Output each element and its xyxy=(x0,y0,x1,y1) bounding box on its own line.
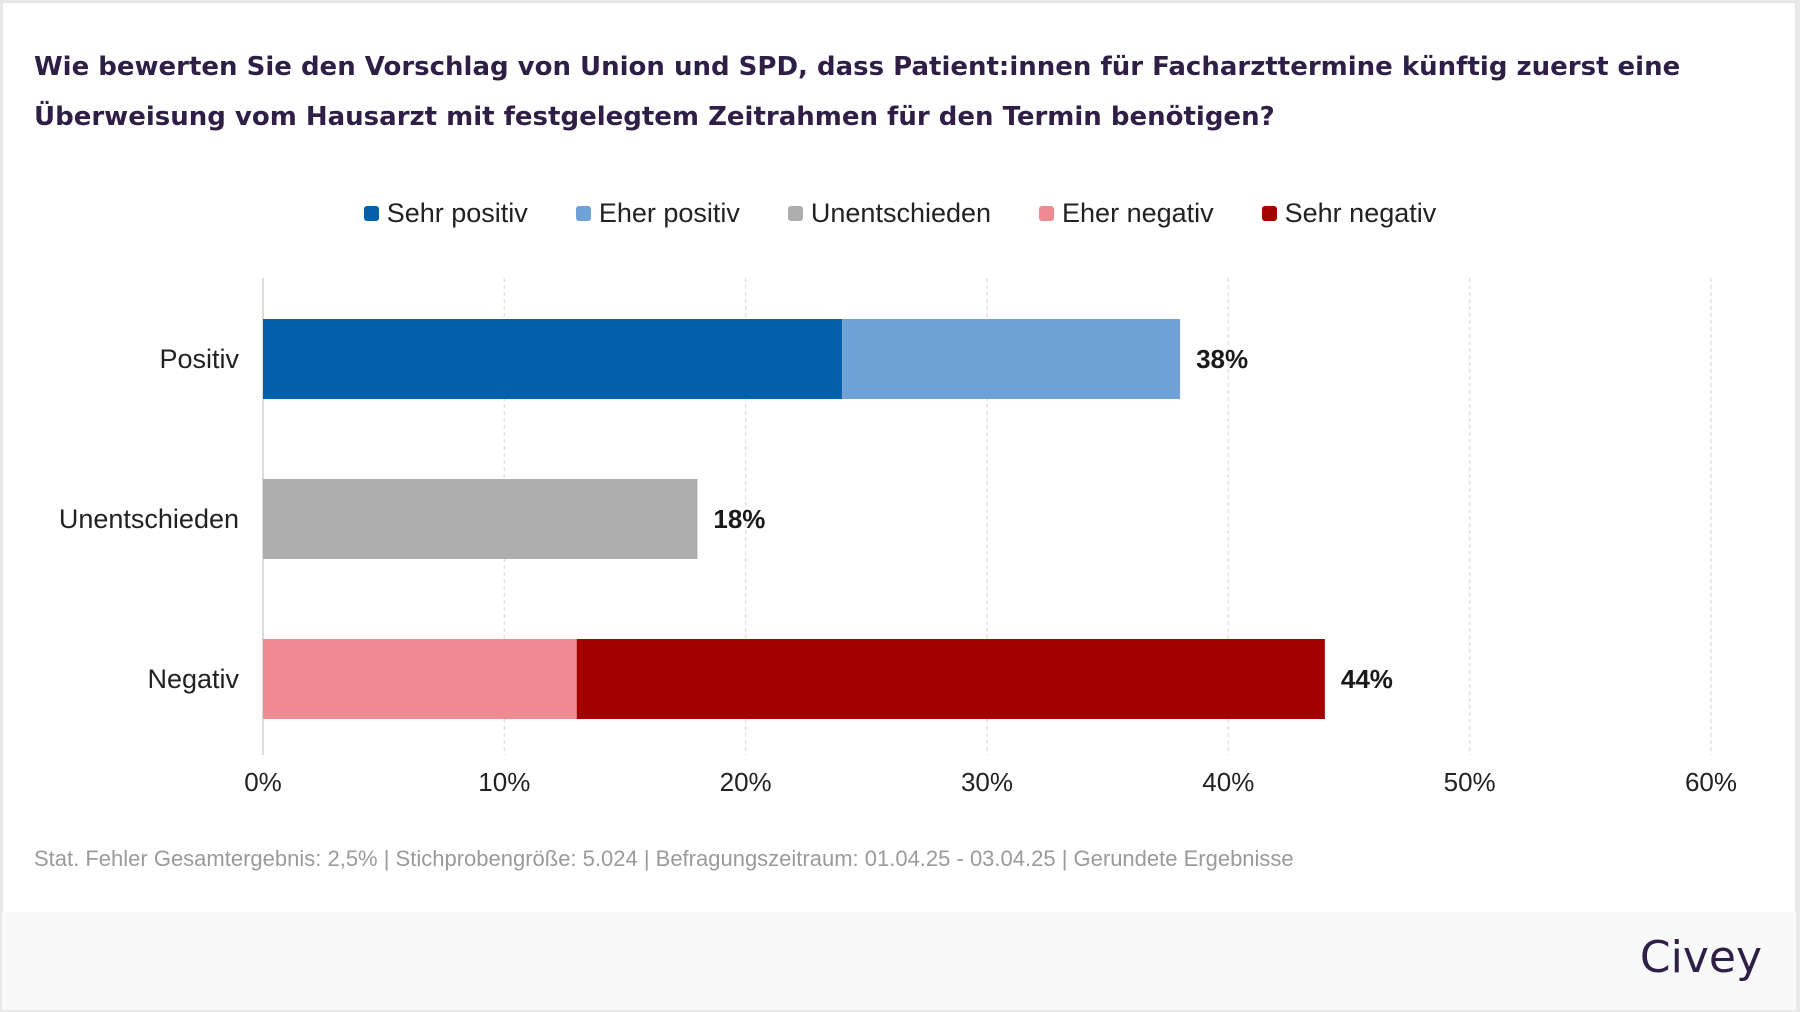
bar-segment-eher-negativ xyxy=(263,639,577,719)
legend-label: Unentschieden xyxy=(810,198,992,228)
legend-item: Sehr negativ xyxy=(1261,198,1437,229)
legend-label: Sehr negativ xyxy=(1284,198,1437,228)
legend-item: Eher positiv xyxy=(575,198,740,229)
legend-swatch xyxy=(363,206,379,221)
x-tick-label: 10% xyxy=(478,767,530,797)
legend-swatch xyxy=(1261,206,1277,221)
legend-item: Sehr positiv xyxy=(363,198,528,229)
bar-segment-eher-positiv xyxy=(842,319,1181,399)
x-tick-label: 0% xyxy=(244,767,282,797)
legend-swatch xyxy=(1039,206,1055,221)
legend-item: Eher negativ xyxy=(1039,198,1214,229)
total-label: 38% xyxy=(1196,344,1248,374)
legend: Sehr positiv Eher positiv Unentschieden Ehe… xyxy=(0,198,1800,229)
legend-item: Unentschieden xyxy=(787,198,992,229)
bar-segment-unentschieden xyxy=(263,479,698,559)
legend-swatch xyxy=(787,206,803,221)
category-label: Negativ xyxy=(147,664,239,694)
civey-logo: Civey xyxy=(1639,932,1762,983)
x-tick-label: 50% xyxy=(1444,767,1496,797)
bar-segment-sehr-negativ xyxy=(576,639,1325,719)
footer: Civey xyxy=(2,912,1796,1010)
bar-chart: 0% 10% 20% 30% 40% 50% 60% Positiv 38% Unentschie… xyxy=(59,278,1737,797)
total-label: 18% xyxy=(713,504,765,534)
legend-swatch xyxy=(575,206,591,221)
footnote: Stat. Fehler Gesamtergebnis: 2,5% | Stic… xyxy=(34,846,1294,871)
x-tick-label: 30% xyxy=(961,767,1013,797)
x-tick-label: 20% xyxy=(720,767,772,797)
bar-segment-sehr-positiv xyxy=(263,319,843,399)
x-tick-label: 60% xyxy=(1685,767,1737,797)
category-label: Unentschieden xyxy=(59,504,239,534)
category-label: Positiv xyxy=(159,344,239,374)
chart-title: Wie bewerten Sie den Vorschlag von Union… xyxy=(34,52,1681,132)
total-label: 44% xyxy=(1341,664,1393,694)
legend-label: Sehr positiv xyxy=(386,198,528,228)
legend-label: Eher positiv xyxy=(598,198,740,228)
legend-label: Eher negativ xyxy=(1062,198,1214,228)
x-tick-label: 40% xyxy=(1202,767,1254,797)
